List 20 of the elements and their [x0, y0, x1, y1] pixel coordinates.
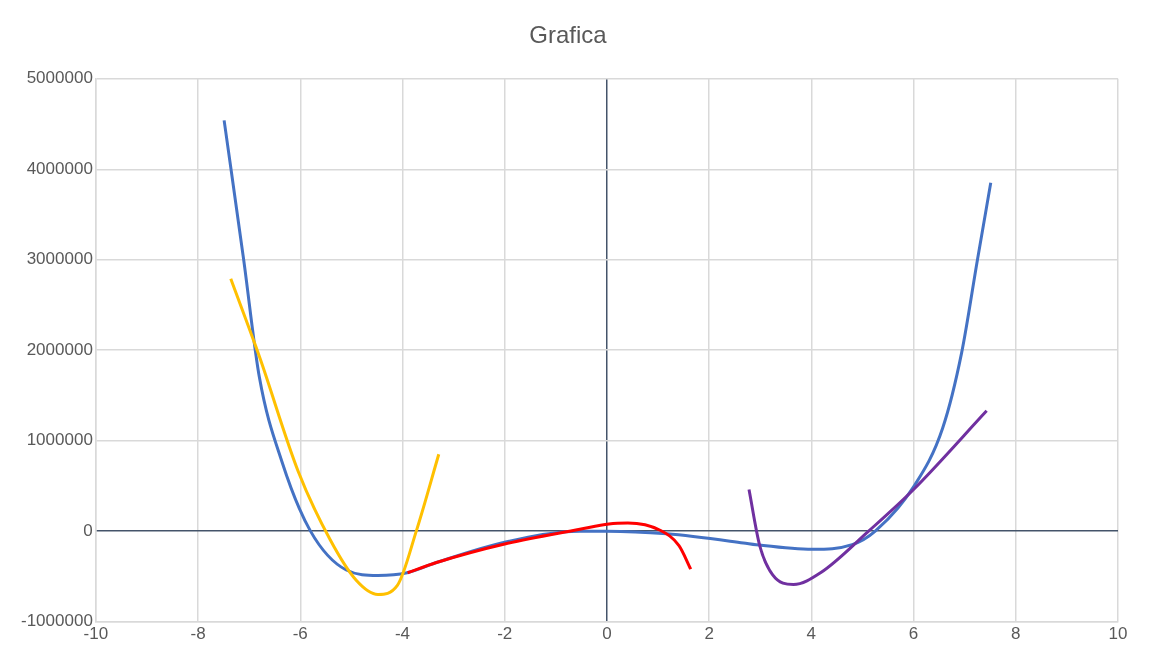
x-tick-label: 0: [602, 624, 612, 644]
x-tick-label: 10: [1108, 624, 1128, 644]
x-tick-label: -8: [190, 624, 206, 644]
y-tick-label: 2000000: [26, 339, 93, 359]
y-tick-label: 0: [83, 520, 93, 540]
y-tick-label: 1000000: [26, 430, 93, 450]
y-tick-label: 4000000: [26, 158, 93, 178]
x-tick-label: -6: [292, 624, 308, 644]
x-tick-label: 6: [908, 624, 919, 644]
chart-title: Grafica: [529, 21, 608, 49]
x-tick-label: 2: [704, 624, 714, 644]
x-tick-label: -4: [394, 624, 411, 644]
line-series: [406, 521, 693, 575]
x-tick-label: 4: [806, 624, 817, 644]
x-tick-label: 8: [1011, 624, 1021, 644]
y-tick-label: 5000000: [26, 68, 93, 88]
y-tick-label: 3000000: [26, 249, 93, 269]
x-tick-label: -2: [497, 624, 513, 644]
line-series: [747, 409, 989, 587]
line-series: [229, 277, 441, 596]
